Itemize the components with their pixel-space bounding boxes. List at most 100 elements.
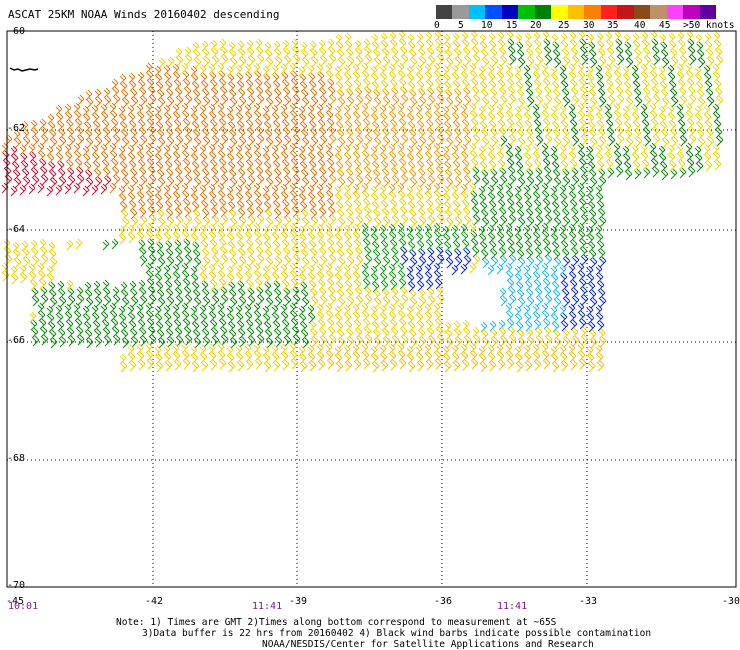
wind-barb-icon bbox=[345, 360, 353, 372]
wind-barb-icon bbox=[119, 153, 127, 165]
wind-barb-icon bbox=[580, 86, 588, 98]
wind-barb-icon bbox=[298, 225, 306, 237]
wind-barb-icon bbox=[482, 337, 490, 349]
wind-barb-icon bbox=[406, 305, 414, 317]
wind-barb-icon bbox=[356, 95, 364, 107]
wind-barb-icon bbox=[19, 184, 27, 196]
wind-barb-icon bbox=[578, 150, 586, 162]
wind-barb-icon bbox=[382, 208, 390, 220]
wind-barb-icon bbox=[559, 344, 567, 356]
wind-barb-icon bbox=[518, 57, 526, 69]
wind-barb-icon bbox=[37, 262, 45, 274]
wind-barb-icon bbox=[462, 199, 470, 211]
wind-barb-icon bbox=[352, 343, 360, 355]
wind-barb-icon bbox=[374, 297, 382, 309]
wind-barb-icon bbox=[659, 33, 667, 45]
wind-barb-icon bbox=[479, 113, 487, 125]
wind-barb-icon bbox=[84, 121, 92, 133]
wind-barb-icon bbox=[704, 32, 712, 44]
wind-barb-icon bbox=[534, 79, 542, 91]
wind-barb-icon bbox=[290, 310, 298, 322]
wind-barb-icon bbox=[291, 38, 299, 50]
wind-barb-icon bbox=[527, 296, 535, 308]
wind-barb-icon bbox=[464, 255, 472, 267]
wind-barb-icon bbox=[104, 335, 112, 347]
legend-swatch bbox=[633, 5, 651, 19]
wind-barb-icon bbox=[497, 351, 505, 363]
wind-barb-icon bbox=[354, 319, 362, 331]
wind-barb-icon bbox=[464, 175, 472, 187]
wind-barb-icon bbox=[230, 97, 238, 109]
wind-barb-icon bbox=[100, 303, 108, 315]
wind-barb-icon bbox=[68, 135, 76, 147]
wind-barb-icon bbox=[514, 65, 522, 77]
wind-barb-icon bbox=[581, 54, 589, 66]
wind-barb-icon bbox=[118, 105, 126, 117]
wind-barb-icon bbox=[651, 158, 659, 170]
wind-barb-icon bbox=[176, 255, 184, 267]
wind-barb-icon bbox=[588, 361, 596, 373]
wind-barb-icon bbox=[442, 65, 450, 77]
wind-barb-icon bbox=[112, 126, 120, 138]
wind-barb-icon bbox=[166, 208, 174, 220]
wind-barb-icon bbox=[346, 208, 354, 220]
wind-barb-icon bbox=[472, 246, 480, 258]
wind-barb-icon bbox=[319, 207, 327, 219]
wind-barb-icon bbox=[262, 305, 270, 317]
wind-barb-icon bbox=[597, 80, 605, 92]
wind-barb-icon bbox=[417, 200, 425, 212]
wind-barb-icon bbox=[201, 320, 209, 332]
wind-barb-icon bbox=[389, 351, 397, 363]
wind-barb-icon bbox=[453, 240, 461, 252]
wind-barb-icon bbox=[542, 190, 550, 202]
wind-barb-icon bbox=[65, 151, 73, 163]
wind-barb-icon bbox=[56, 112, 64, 124]
wind-barb-icon bbox=[505, 262, 513, 274]
wind-barb-icon bbox=[266, 137, 274, 149]
wind-barb-icon bbox=[581, 94, 589, 106]
wind-barb-icon bbox=[633, 40, 641, 52]
wind-barb-icon bbox=[514, 105, 522, 117]
wind-barb-icon bbox=[264, 321, 272, 333]
wind-barb-icon bbox=[262, 345, 270, 357]
wind-barb-icon bbox=[264, 121, 272, 133]
wind-barb-icon bbox=[471, 158, 479, 170]
wind-barb-icon bbox=[515, 113, 523, 125]
wind-barb-icon bbox=[165, 120, 173, 132]
wind-barb-icon bbox=[399, 278, 407, 290]
wind-barb-icon bbox=[695, 73, 703, 85]
wind-barb-icon bbox=[328, 86, 336, 98]
wind-barb-icon bbox=[388, 343, 396, 355]
wind-barb-icon bbox=[254, 230, 262, 242]
wind-barb-icon bbox=[208, 183, 216, 195]
wind-barb-icon bbox=[390, 319, 398, 331]
wind-barb-icon bbox=[506, 110, 514, 122]
wind-barb-icon bbox=[416, 72, 424, 84]
wind-barb-icon bbox=[257, 174, 265, 186]
wind-barb-icon bbox=[570, 239, 578, 251]
wind-barb-icon bbox=[589, 209, 597, 221]
wind-barb-icon bbox=[598, 288, 606, 300]
wind-barb-icon bbox=[373, 329, 381, 341]
wind-barb-icon bbox=[292, 46, 300, 58]
wind-barb-icon bbox=[118, 305, 126, 317]
wind-barb-icon bbox=[527, 336, 535, 348]
wind-barb-icon bbox=[417, 280, 425, 292]
wind-barb-icon bbox=[334, 265, 342, 277]
wind-barb-icon bbox=[138, 239, 146, 251]
wind-barb-icon bbox=[536, 95, 544, 107]
wind-barb-icon bbox=[146, 310, 154, 322]
wind-barb-icon bbox=[293, 134, 301, 146]
wind-barb-icon bbox=[579, 358, 587, 370]
wind-barb-icon bbox=[545, 334, 553, 346]
wind-barb-icon bbox=[514, 305, 522, 317]
wind-barb-icon bbox=[554, 217, 562, 229]
wind-barb-icon bbox=[346, 48, 354, 60]
wind-barb-icon bbox=[228, 241, 236, 253]
wind-barb-icon bbox=[255, 158, 263, 170]
wind-barb-icon bbox=[244, 183, 252, 195]
wind-barb-icon bbox=[49, 129, 57, 141]
wind-barb-icon bbox=[50, 257, 58, 269]
wind-barb-icon bbox=[598, 168, 606, 180]
wind-barb-icon bbox=[265, 89, 273, 101]
